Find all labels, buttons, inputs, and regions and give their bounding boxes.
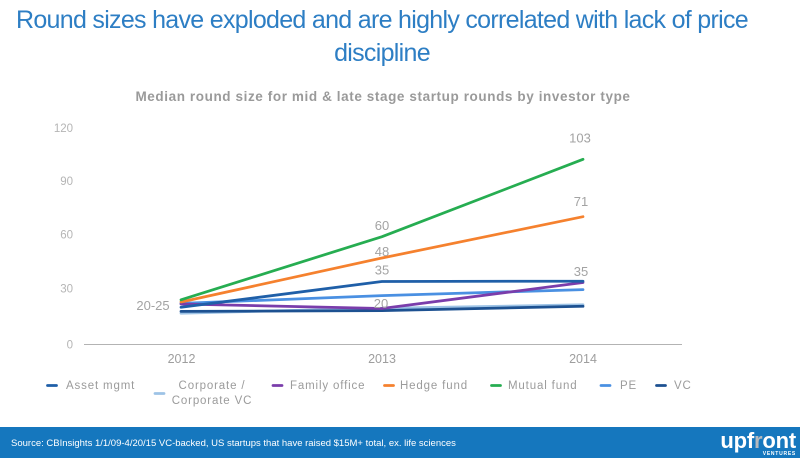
svg-text:Asset mgmt: Asset mgmt bbox=[66, 380, 135, 392]
svg-text:Family office: Family office bbox=[290, 380, 365, 392]
svg-text:103: 103 bbox=[569, 131, 591, 146]
svg-text:90: 90 bbox=[60, 176, 73, 188]
svg-text:Mutual fund: Mutual fund bbox=[508, 380, 577, 392]
svg-text:Hedge fund: Hedge fund bbox=[400, 380, 468, 392]
svg-text:20: 20 bbox=[374, 296, 388, 311]
svg-text:60: 60 bbox=[60, 230, 73, 242]
svg-text:35: 35 bbox=[375, 263, 389, 278]
svg-text:Corporate /: Corporate / bbox=[179, 380, 246, 392]
svg-text:PE: PE bbox=[620, 380, 637, 392]
svg-text:35: 35 bbox=[574, 264, 588, 279]
svg-text:0: 0 bbox=[67, 340, 73, 352]
svg-text:VC: VC bbox=[674, 380, 692, 392]
svg-text:Corporate VC: Corporate VC bbox=[172, 395, 253, 407]
svg-text:2013: 2013 bbox=[368, 352, 396, 366]
svg-text:2014: 2014 bbox=[569, 352, 597, 366]
svg-text:48: 48 bbox=[375, 244, 389, 259]
svg-text:20-25: 20-25 bbox=[136, 298, 169, 313]
svg-text:2012: 2012 bbox=[168, 352, 196, 366]
svg-text:120: 120 bbox=[54, 123, 73, 135]
svg-text:71: 71 bbox=[574, 194, 588, 209]
svg-text:30: 30 bbox=[60, 284, 73, 296]
svg-text:60: 60 bbox=[375, 218, 389, 233]
